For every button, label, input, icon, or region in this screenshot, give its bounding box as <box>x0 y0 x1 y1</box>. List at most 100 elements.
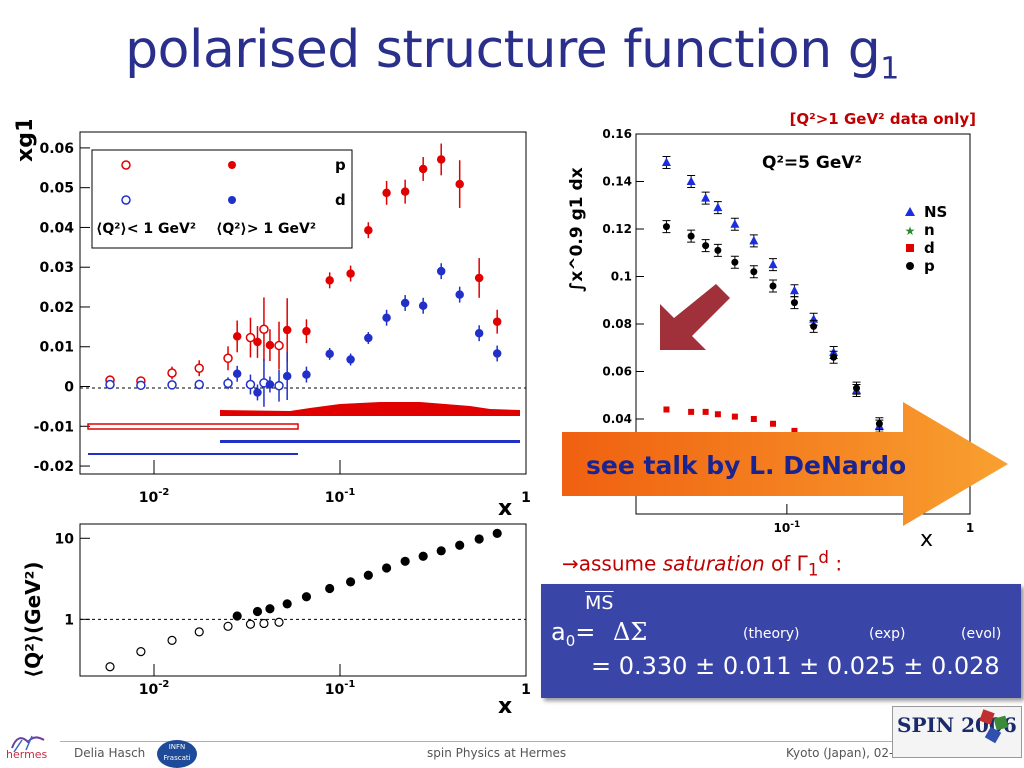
a0-sub: 0 <box>565 631 576 650</box>
data-point-p <box>274 340 284 351</box>
q2-point <box>400 556 410 566</box>
data-point-p <box>830 353 838 361</box>
q2-point <box>492 528 502 538</box>
infn-logo: INFN Frascati <box>157 740 197 768</box>
data-point-d <box>382 313 391 322</box>
data-point-d <box>663 406 670 413</box>
data-point-d <box>282 371 292 381</box>
evol-label: (evol) <box>961 626 1002 642</box>
xg1-y-ticks: -0.02 -0.01 0 0.01 0.02 0.03 0.04 0.05 0.06 <box>34 141 90 475</box>
data-point-p <box>418 164 428 174</box>
legend-filled-p-marker <box>228 161 236 169</box>
data-point-p <box>769 282 777 290</box>
q2-point <box>455 540 465 550</box>
data-point-d <box>455 290 464 299</box>
a0-symbol: a0= <box>551 618 595 650</box>
y-tick-label: 0.1 <box>611 270 632 284</box>
legend-p-label: p <box>335 156 346 174</box>
d-low-syst-band <box>88 453 298 455</box>
ms-scheme: MS <box>585 592 614 614</box>
y-tick-label: 0.06 <box>39 141 74 157</box>
q2-point <box>274 617 284 627</box>
d-high-syst-band <box>220 440 520 443</box>
exp-label: (exp) <box>869 626 906 642</box>
data-point-d <box>105 379 115 390</box>
data-point-d <box>436 266 446 276</box>
data-point-d <box>791 427 798 434</box>
legend-frame <box>91 149 353 249</box>
y-tick-label: 0.05 <box>39 181 74 197</box>
data-point-p <box>167 368 177 378</box>
y-tick-label: 0.02 <box>39 300 74 316</box>
x-tick-label: 10-2 <box>139 487 170 506</box>
data-point-d <box>253 388 262 397</box>
data-point-ns <box>730 219 740 228</box>
assume-prefix: →assume <box>562 551 663 576</box>
data-point-p <box>253 337 262 347</box>
data-point-ns <box>686 176 696 185</box>
q2-point <box>167 635 177 645</box>
gamma-sup: d <box>818 548 829 567</box>
y-tick-label: 0 <box>64 380 74 396</box>
y-tick-label: 0.14 <box>602 175 632 189</box>
data-point-d <box>346 355 355 364</box>
x-tick-label: 1 <box>966 521 974 535</box>
legend-label: NS <box>924 203 947 221</box>
p-low-syst-band <box>87 423 299 430</box>
q2-frame <box>79 523 527 677</box>
data-point-p <box>232 332 242 341</box>
data-point-d <box>364 333 373 343</box>
data-point-d <box>232 369 242 379</box>
systematic-bands <box>87 402 520 455</box>
data-point-ns <box>713 202 723 212</box>
y-tick-label: 0.01 <box>39 340 74 356</box>
a0-eq: = <box>575 618 596 646</box>
data-point-ns <box>768 259 778 269</box>
data-point-p <box>302 326 311 336</box>
callout-text: see talk by L. DeNardo <box>586 451 906 480</box>
legend-label: d <box>924 239 935 257</box>
data-point-p <box>194 363 204 373</box>
data-point-p <box>714 246 722 254</box>
y-tick-label: 0.08 <box>602 317 632 331</box>
y-tick-label: 0.04 <box>602 412 632 426</box>
y-tick-label: 0.03 <box>39 260 74 276</box>
y-tick-label: 0.12 <box>602 222 632 236</box>
data-point-p <box>325 276 334 285</box>
theory-label: (theory) <box>743 626 800 642</box>
assume-gamma: of Γ <box>764 551 808 576</box>
footer-author: Delia Hasch <box>74 746 146 760</box>
y-tick-label: 10 <box>55 531 75 547</box>
data-point-d <box>714 411 721 418</box>
data-point-d <box>731 413 738 420</box>
q2-point <box>345 577 356 587</box>
data-point-d <box>750 416 757 422</box>
data-note: [Q²>1 GeV² data only] <box>789 110 976 128</box>
p-high-syst-band <box>220 402 520 416</box>
integral-points <box>661 156 884 482</box>
data-point-p <box>282 325 292 335</box>
data-point-p <box>492 317 502 326</box>
saturation-line: →assume saturation of Γ1d : <box>562 548 842 580</box>
a0-value: = 0.330 ± 0.011 ± 0.025 ± 0.028 <box>591 652 1000 680</box>
integral-legend: NS ★ ndp <box>905 203 948 275</box>
x-tick-label: 10-1 <box>325 679 356 698</box>
data-point-d <box>770 420 777 427</box>
title-subscript: 1 <box>880 51 899 87</box>
legend-label: p <box>924 257 935 275</box>
data-point-d <box>223 378 233 389</box>
data-point-p <box>400 187 410 196</box>
data-point-p <box>265 340 275 350</box>
y-tick-label: 1 <box>64 612 74 628</box>
integral-x-label: x <box>920 527 933 552</box>
data-point-d <box>167 380 177 390</box>
data-point-d <box>400 298 410 308</box>
xg1-legend: p d ⟨Q²⟩< 1 GeV² ⟨Q²⟩> 1 GeV² <box>91 149 353 249</box>
legend-label: n <box>924 221 935 239</box>
data-point-p <box>853 384 861 392</box>
integral-y-label: ∫x^0.9 g1 dx <box>567 167 587 292</box>
q2-point <box>194 627 204 637</box>
x-tick-label: 1 <box>521 490 531 506</box>
q2-point <box>363 570 373 580</box>
data-point-p <box>875 420 883 428</box>
